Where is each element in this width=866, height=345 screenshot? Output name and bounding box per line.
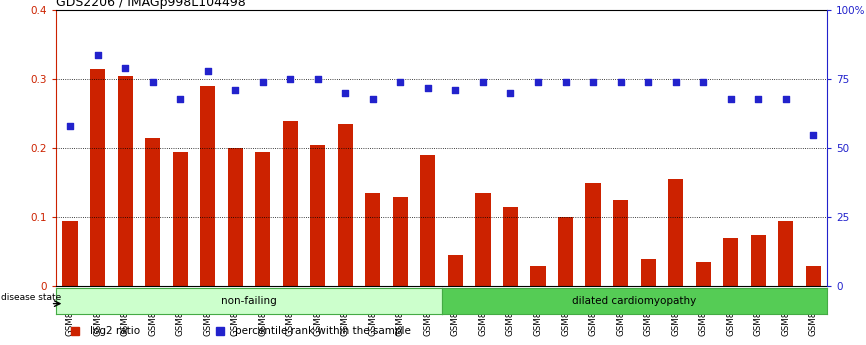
Point [641,79,655,85]
Bar [118,76,132,286]
Bar [255,152,270,286]
Bar [448,255,463,286]
Text: dilated cardiomyopathy: dilated cardiomyopathy [572,296,696,306]
Point [421,85,435,90]
Point [311,77,325,82]
Point [806,132,820,137]
Point [476,79,490,85]
Point [255,79,269,85]
Bar [805,266,821,286]
Point [503,90,517,96]
Point [229,88,242,93]
Bar [558,217,573,286]
Text: disease state: disease state [2,293,61,302]
Bar [723,238,738,286]
Bar [585,183,601,286]
Bar [420,155,436,286]
Point [393,79,407,85]
Point [724,96,738,101]
Text: GDS2206 / IMAGp998L104498: GDS2206 / IMAGp998L104498 [56,0,246,9]
Bar [751,235,766,286]
Point [145,79,159,85]
Bar [393,197,408,286]
Text: percentile rank within the sample: percentile rank within the sample [235,326,410,336]
Point [283,77,297,82]
Point [779,96,792,101]
Bar [282,121,298,286]
Bar [62,221,78,286]
Point [366,96,380,101]
Point [449,88,462,93]
Point [531,79,545,85]
Bar [641,259,656,286]
Bar [613,200,628,286]
Point [201,68,215,74]
Point [586,79,600,85]
Bar [228,148,242,286]
Point [173,96,187,101]
Bar [200,86,216,286]
Point [63,124,77,129]
Bar [779,221,793,286]
Point [559,79,572,85]
Bar [503,207,518,286]
Bar [338,124,352,286]
Bar [145,138,160,286]
Point [669,79,682,85]
Point [339,90,352,96]
Text: non-failing: non-failing [221,296,277,306]
Text: log2 ratio: log2 ratio [90,326,140,336]
Bar [695,262,711,286]
Bar [310,145,326,286]
Point [614,79,628,85]
Point [91,52,105,57]
Bar [172,152,188,286]
Bar [90,69,105,286]
Bar [668,179,683,286]
Point [118,66,132,71]
Point [752,96,766,101]
Bar [365,193,380,286]
Point [696,79,710,85]
Bar [475,193,490,286]
Bar [531,266,546,286]
